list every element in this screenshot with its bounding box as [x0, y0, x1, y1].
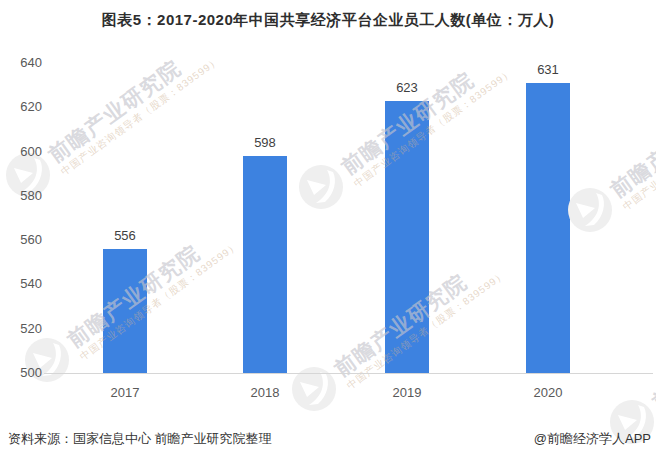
- watermark-text: 前瞻产业研究院中国产业咨询领导者（股票：839599）: [648, 281, 656, 426]
- watermark-sub-text: 中国产业咨询领导者（股票：839599）: [58, 53, 224, 180]
- qianzhan-logo-icon: [299, 165, 343, 209]
- x-tick-label: 2017: [85, 385, 165, 401]
- bar-2018: [243, 156, 287, 373]
- y-tick-label: 620: [0, 99, 42, 115]
- y-tick-label: 640: [0, 55, 42, 71]
- chart-page: 图表5：2017-2020年中国共享经济平台企业员工人数(单位：万人) 前瞻产业…: [0, 0, 656, 459]
- watermark-sub-text: 中国产业咨询领导者（股票：839599）: [620, 88, 656, 215]
- value-label: 556: [85, 228, 165, 244]
- chart-title: 图表5：2017-2020年中国共享经济平台企业员工人数(单位：万人): [0, 11, 656, 30]
- y-tick-label: 500: [0, 365, 42, 381]
- watermark-main-text: 前瞻产业研究院: [648, 281, 656, 413]
- value-label: 598: [225, 135, 305, 151]
- x-tick-label: 2018: [225, 385, 305, 401]
- y-tick-label: 540: [0, 276, 42, 292]
- watermark-sub-text: 中国产业咨询领导者（股票：839599）: [77, 238, 243, 365]
- y-tick-label: 560: [0, 232, 42, 248]
- value-label: 631: [508, 62, 588, 78]
- watermark-main-text: 前瞻产业研究院: [44, 34, 214, 166]
- watermark-text: 前瞻产业研究院中国产业咨询领导者（股票：839599）: [606, 69, 656, 214]
- x-axis-line: [44, 373, 653, 374]
- y-tick-label: 580: [0, 188, 42, 204]
- bar-2017: [103, 249, 147, 373]
- x-tick-label: 2020: [508, 385, 588, 401]
- bar-2020: [526, 83, 570, 373]
- x-tick-label: 2019: [367, 385, 447, 401]
- value-label: 623: [367, 80, 447, 96]
- bar-2019: [385, 101, 429, 373]
- watermark-text: 前瞻产业研究院中国产业咨询领导者（股票：839599）: [44, 34, 223, 179]
- y-tick-label: 520: [0, 321, 42, 337]
- source-note: 资料来源：国家信息中心 前瞻产业研究院整理: [8, 430, 272, 448]
- qianzhan-logo-icon: [568, 188, 612, 232]
- watermark-main-text: 前瞻产业研究院: [606, 69, 656, 201]
- y-tick-label: 600: [0, 144, 42, 160]
- credit-note: @前瞻经济学人APP: [534, 430, 651, 448]
